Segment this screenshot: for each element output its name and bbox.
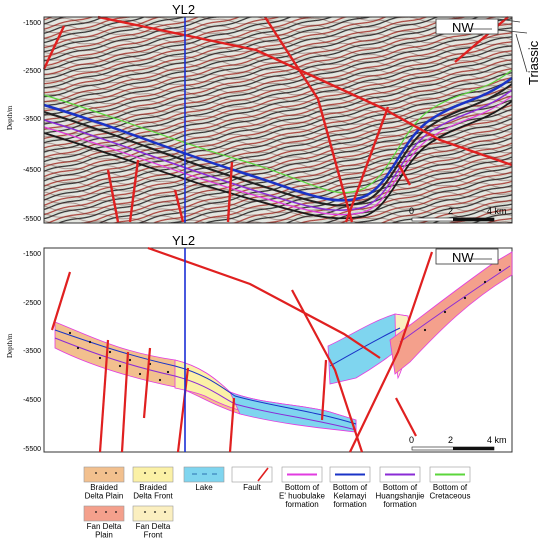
bottom-scale-bar: 0 2 4 km bbox=[409, 435, 507, 451]
bottom-scale-tick: 2 bbox=[448, 435, 453, 445]
bottom-scale-tick: 4 km bbox=[487, 435, 507, 445]
belt-fan-delta-plain bbox=[389, 251, 513, 375]
top-depth-axis: Depth/m -1500 -2500 -3500 -4500 -5500 bbox=[6, 20, 41, 223]
legend-dot bbox=[154, 511, 156, 513]
legend-dot bbox=[95, 511, 97, 513]
legend-item-lake: Lake bbox=[183, 466, 225, 492]
legend-swatch bbox=[231, 466, 273, 483]
bottom-faults bbox=[50, 246, 434, 453]
top-scale-tick: 4 km bbox=[487, 206, 507, 216]
legend-label: Fan Delta bbox=[136, 522, 171, 531]
bottom-depth-axis-label: Depth/m bbox=[6, 333, 14, 358]
bottom-depth-tick: -1500 bbox=[23, 251, 41, 258]
top-depth-tick: -5500 bbox=[23, 216, 41, 223]
top-seismic-panel: NW Triassic YL2 Depth/m -1500 -2500 -350… bbox=[6, 2, 541, 224]
legend-swatch bbox=[183, 466, 225, 483]
top-scale-tick: 2 bbox=[448, 206, 453, 216]
legend-dot bbox=[105, 472, 107, 474]
legend-dot bbox=[164, 511, 166, 513]
legend-label: Huangshanjie bbox=[376, 492, 425, 501]
legend-swatch bbox=[83, 466, 125, 483]
legend-item-fault: Fault bbox=[231, 466, 273, 492]
bottom-depth-tick: -4500 bbox=[23, 397, 41, 404]
legend-label: Lake bbox=[195, 483, 213, 492]
bottom-depth-axis: Depth/m -1500 -2500 -3500 -4500 -5500 bbox=[6, 251, 41, 453]
legend-swatch bbox=[132, 505, 174, 522]
legend-label: Bottom of bbox=[285, 483, 320, 492]
legend-label: Fault bbox=[243, 483, 262, 492]
legend-label: Fan Delta bbox=[87, 522, 122, 531]
top-depth-tick: -3500 bbox=[23, 116, 41, 123]
legend-label: Braided bbox=[90, 483, 118, 492]
top-depth-tick: -4500 bbox=[23, 167, 41, 174]
bottom-depth-tick: -5500 bbox=[23, 446, 41, 453]
legend-label: Braided bbox=[139, 483, 167, 492]
top-faults bbox=[42, 15, 513, 223]
legend-label: formation bbox=[333, 500, 366, 509]
top-scale-tick: 0 bbox=[409, 206, 414, 216]
legend-dot bbox=[164, 472, 166, 474]
triassic-leader-lines bbox=[497, 18, 528, 73]
bottom-well-label: YL2 bbox=[172, 233, 195, 248]
legend-label: formation bbox=[383, 500, 416, 509]
top-direction-label: NW bbox=[452, 20, 474, 35]
legend-dot bbox=[115, 472, 117, 474]
legend-label: Bottom of bbox=[433, 483, 468, 492]
legend-label: Bottom of bbox=[383, 483, 418, 492]
legend-label: Delta Front bbox=[133, 492, 173, 501]
legend-swatch bbox=[83, 505, 125, 522]
legend-dot bbox=[105, 511, 107, 513]
legend-label: Plain bbox=[95, 531, 113, 540]
legend-dot bbox=[144, 511, 146, 513]
triassic-label: Triassic bbox=[526, 40, 541, 85]
legend-label: Kelamayi bbox=[334, 492, 367, 501]
top-scale-bar: 0 2 4 km bbox=[409, 206, 507, 222]
legend-label: Bottom of bbox=[333, 483, 368, 492]
legend-swatch bbox=[132, 466, 174, 483]
legend-dot bbox=[95, 472, 97, 474]
top-well-label: YL2 bbox=[172, 2, 195, 17]
legend-label: formation bbox=[285, 500, 318, 509]
bottom-direction-box bbox=[435, 248, 499, 265]
bottom-direction-label: NW bbox=[452, 250, 474, 265]
legend-dot bbox=[144, 472, 146, 474]
seismic-texture bbox=[44, 17, 512, 223]
legend-fault-mark bbox=[257, 467, 269, 482]
legend-dot bbox=[115, 511, 117, 513]
legend-dot bbox=[154, 472, 156, 474]
facies-dots bbox=[68, 268, 502, 382]
legend-label: E' huobulake bbox=[279, 492, 326, 501]
top-direction-box bbox=[435, 18, 499, 35]
bottom-depth-tick: -2500 bbox=[23, 300, 41, 307]
top-depth-tick: -2500 bbox=[23, 68, 41, 75]
legend-label: Delta Plain bbox=[85, 492, 124, 501]
bottom-scale-tick: 0 bbox=[409, 435, 414, 445]
bottom-interpretation-panel: NW YL2 Depth/m -1500 -2500 -3500 -4500 -… bbox=[6, 233, 513, 453]
legend-label: Cretaceous bbox=[430, 492, 471, 501]
top-depth-tick: -1500 bbox=[23, 20, 41, 27]
top-depth-axis-label: Depth/m bbox=[6, 105, 14, 130]
legend-label: Front bbox=[144, 531, 163, 540]
top-panel-frame bbox=[43, 16, 513, 224]
bottom-depth-tick: -3500 bbox=[23, 348, 41, 355]
seismic-horizons bbox=[43, 69, 513, 220]
